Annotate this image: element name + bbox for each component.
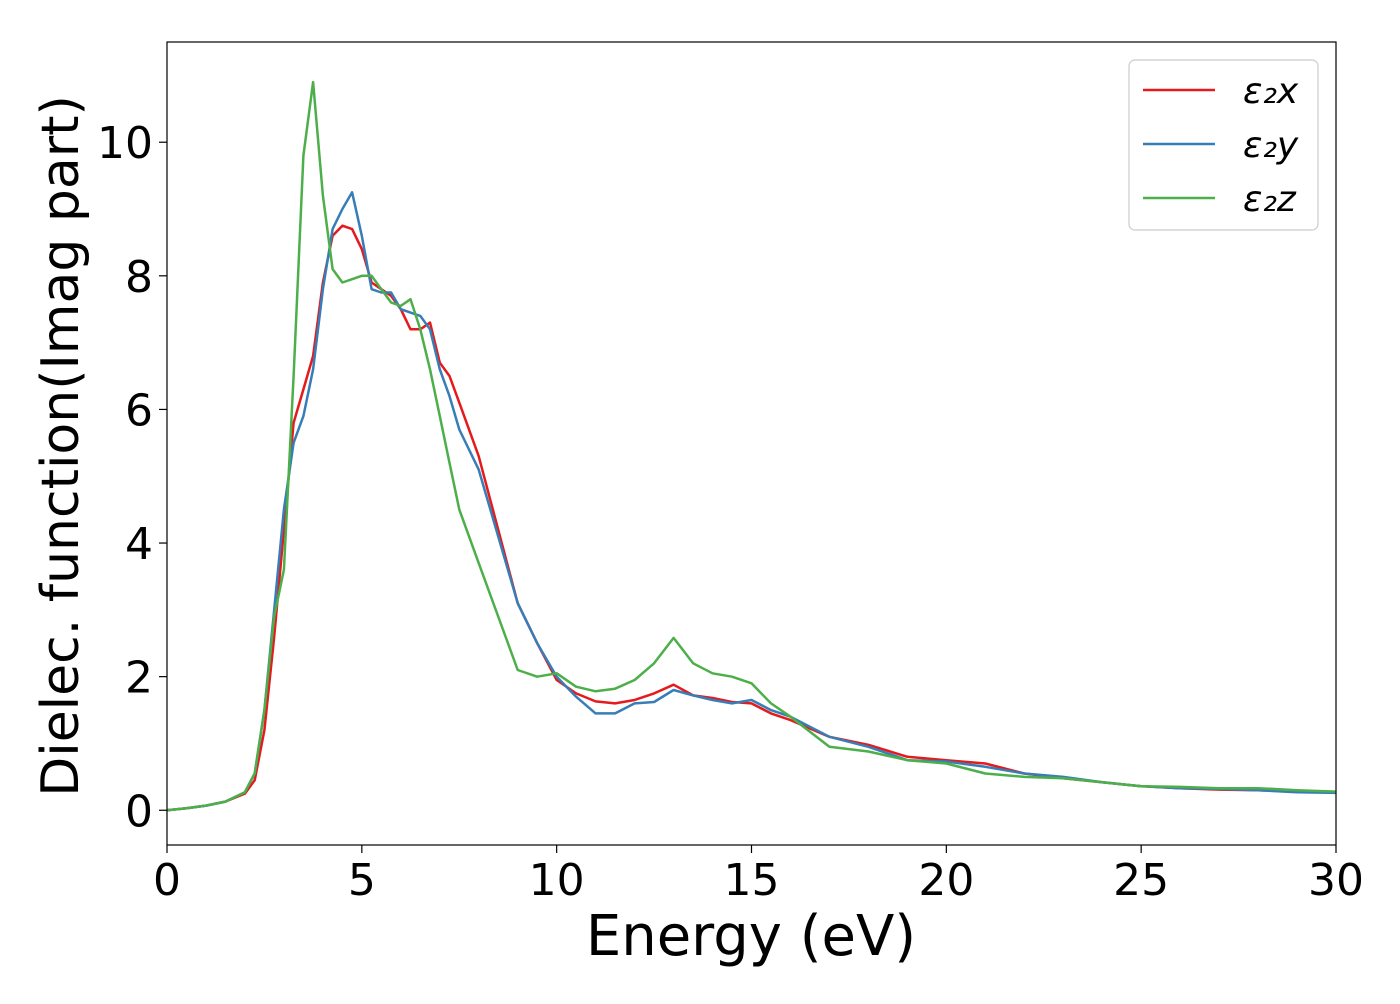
y-tick-label: 0 [125,786,153,837]
y-tick-label: 10 [97,118,153,169]
y-axis-label: Dielec. function(Imag part) [31,95,91,797]
y-tick-label: 2 [125,653,153,704]
x-axis-label: Energy (eV) [586,904,916,969]
y-tick-label: 4 [125,519,153,570]
legend-label: ε₂z [1243,179,1297,220]
x-tick-label: 5 [348,855,376,906]
x-tick-label: 10 [529,855,585,906]
x-tick-label: 25 [1113,855,1169,906]
x-tick-label: 30 [1308,855,1364,906]
legend-label: ε₂y [1243,125,1299,166]
x-tick-label: 15 [724,855,780,906]
y-tick-label: 6 [125,385,153,436]
x-tick-label: 20 [918,855,974,906]
x-tick-label: 0 [153,855,181,906]
plot-frame [166,41,1337,846]
data-line [166,191,1337,812]
y-tick-label: 8 [125,252,153,303]
legend-box [1128,59,1319,231]
data-line [166,80,1337,812]
legend-label: ε₂x [1243,71,1299,112]
